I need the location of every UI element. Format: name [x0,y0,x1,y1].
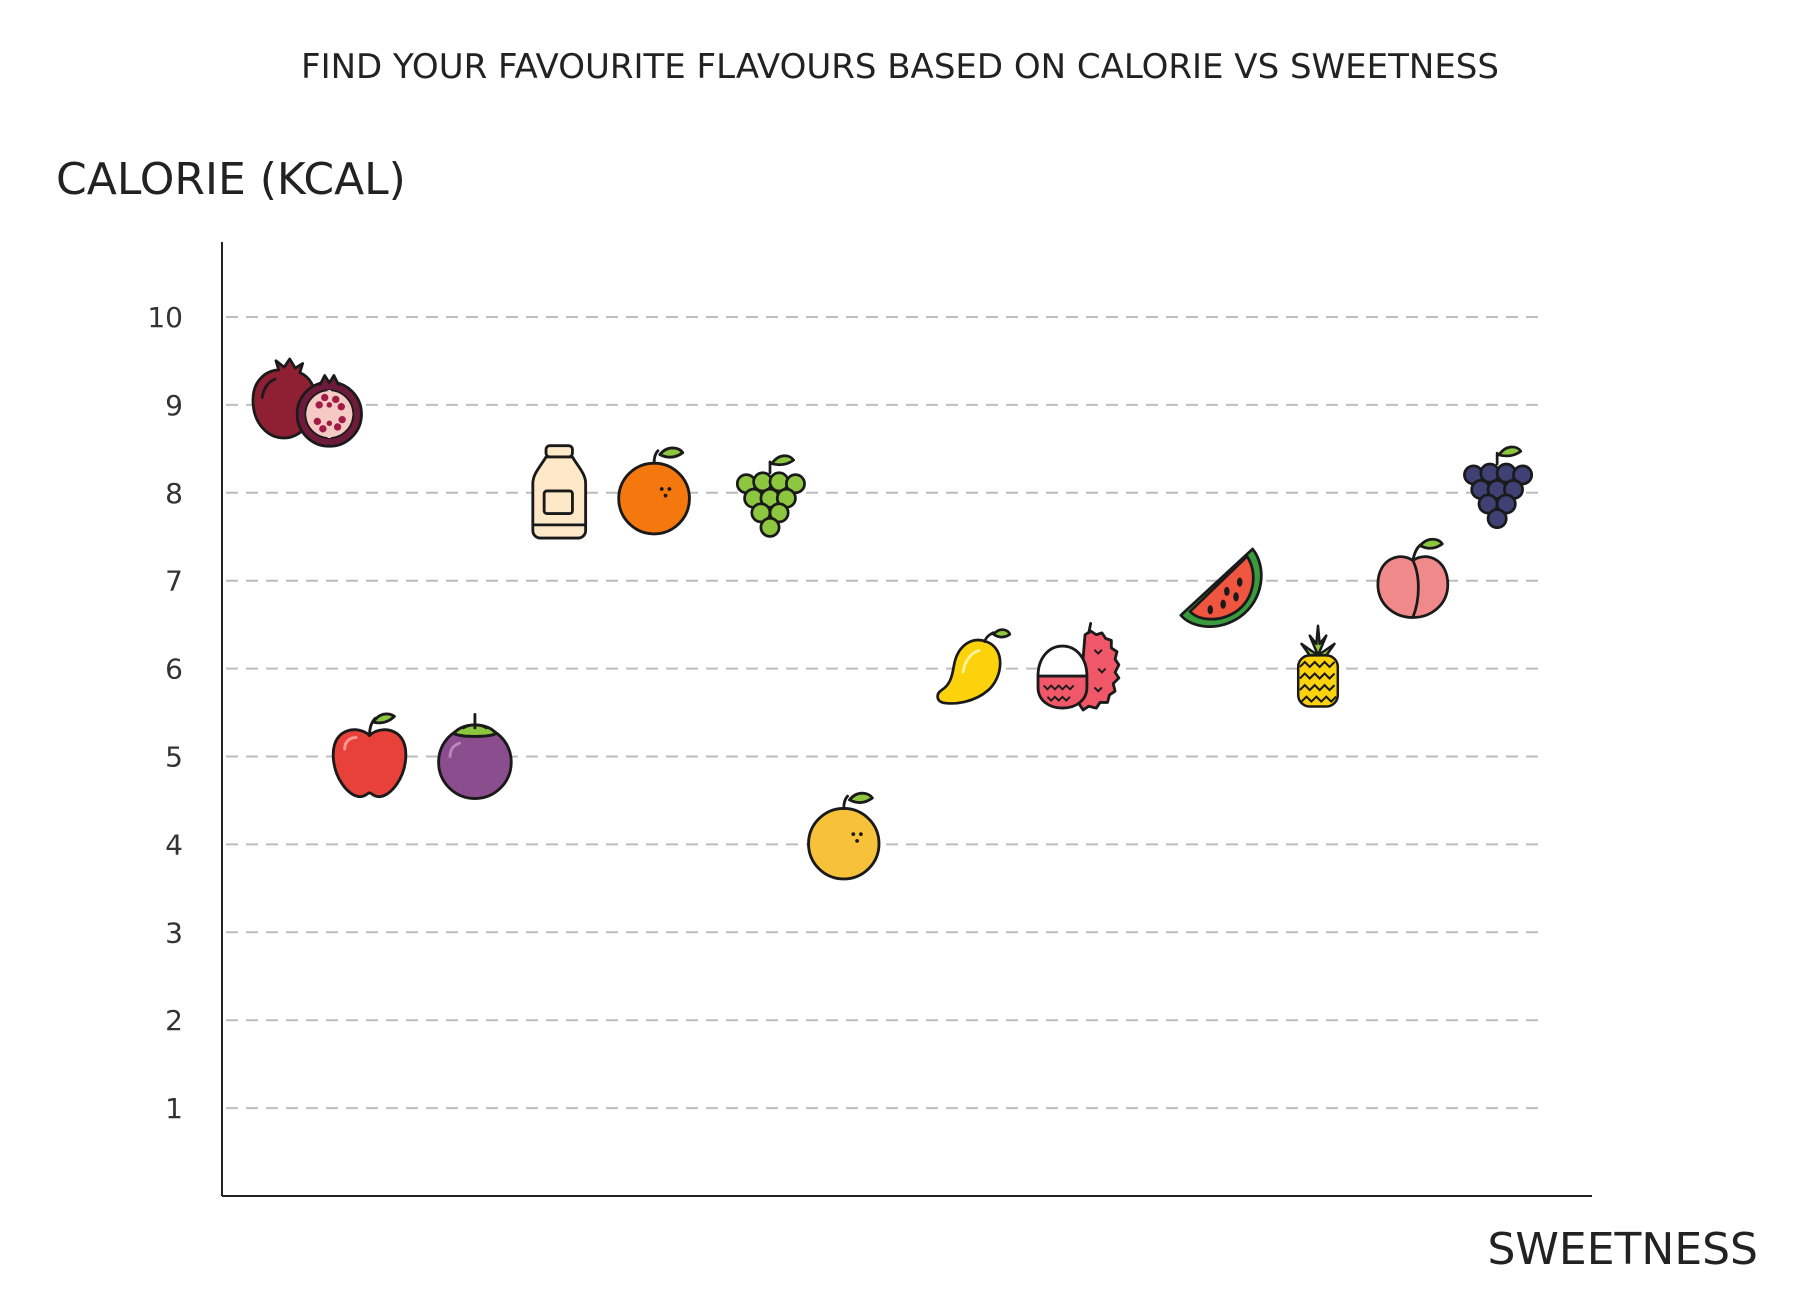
yogurt-drink-icon [531,444,588,540]
green-grapes-icon [735,454,806,538]
watermelon-icon [1179,547,1263,629]
y-axis-label: CALORIE (KCAL) [56,154,406,205]
y-tick-label: 7 [165,565,183,598]
lychee-icon [1036,622,1121,712]
citrus-icon [807,791,881,881]
pomegranate-icon [251,357,364,449]
y-tick-labels: 1 2 3 4 5 6 7 8 9 10 [147,301,183,1125]
y-tick-label: 9 [165,389,183,422]
y-tick-label: 5 [165,741,183,774]
y-tick-label: 8 [165,477,183,510]
purple-grapes-icon [1463,445,1534,530]
data-points [251,357,1534,881]
y-tick-label: 2 [165,1004,183,1037]
orange-icon [617,446,691,536]
x-axis-label: SWEETNESS [1488,1224,1759,1275]
peach-icon [1376,537,1450,619]
chart-title: FIND YOUR FAVOURITE FLAVOURS BASED ON CA… [301,47,1499,87]
y-tick-label: 10 [147,301,183,334]
y-tick-label: 4 [165,828,183,861]
apple-icon [331,712,408,799]
grid-lines [226,316,1540,1110]
pineapple-icon [1296,624,1340,708]
y-tick-label: 1 [165,1092,183,1125]
mango-icon [936,628,1012,705]
mangosteen-icon [437,713,513,800]
y-tick-label: 6 [165,653,183,686]
y-tick-label: 3 [165,916,183,949]
